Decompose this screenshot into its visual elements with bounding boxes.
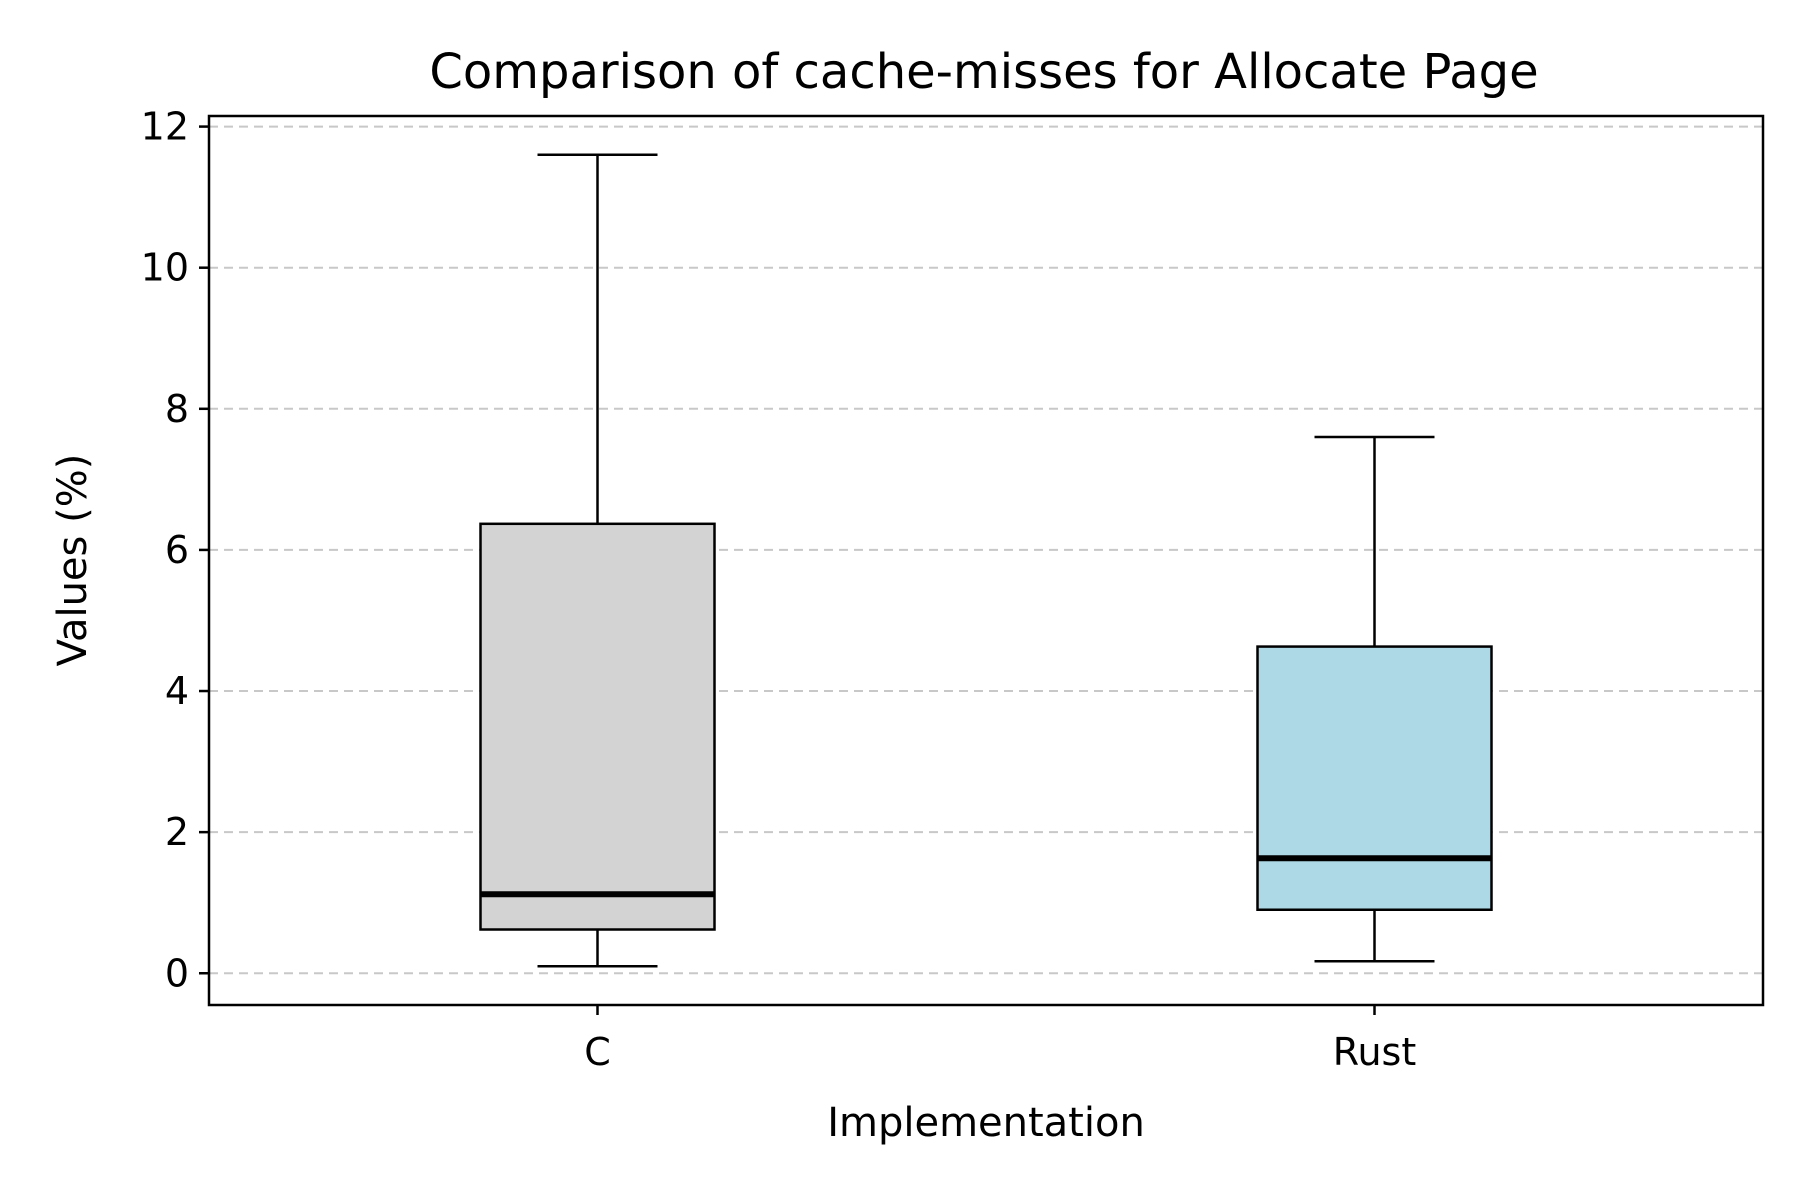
- box-rust: [1256, 435, 1493, 963]
- y-tick-label: 8: [165, 387, 189, 431]
- boxes-layer: [479, 153, 1493, 968]
- y-axis-label: Values (%): [50, 454, 96, 667]
- y-tick-label: 2: [165, 810, 189, 854]
- x-axis: C Rust: [584, 1005, 1416, 1074]
- y-tick-label: 10: [141, 246, 189, 290]
- grid-layer: [209, 125, 1763, 975]
- y-tick-label: 12: [141, 105, 189, 149]
- y-tick-label: 4: [165, 669, 189, 713]
- box-c: [479, 153, 716, 968]
- y-tick-label: 0: [165, 951, 189, 995]
- x-tick-label: C: [584, 1030, 611, 1074]
- iqr-box: [479, 522, 716, 931]
- x-tick-label: Rust: [1333, 1030, 1416, 1074]
- plot-frame: [207, 114, 1765, 1007]
- x-axis-label: Implementation: [827, 1100, 1145, 1146]
- iqr-box: [1256, 645, 1493, 911]
- y-axis: 0 2 4 6 8 10 12: [141, 105, 209, 995]
- y-tick-label: 6: [165, 528, 189, 572]
- chart-title: Comparison of cache-misses for Allocate …: [429, 44, 1538, 100]
